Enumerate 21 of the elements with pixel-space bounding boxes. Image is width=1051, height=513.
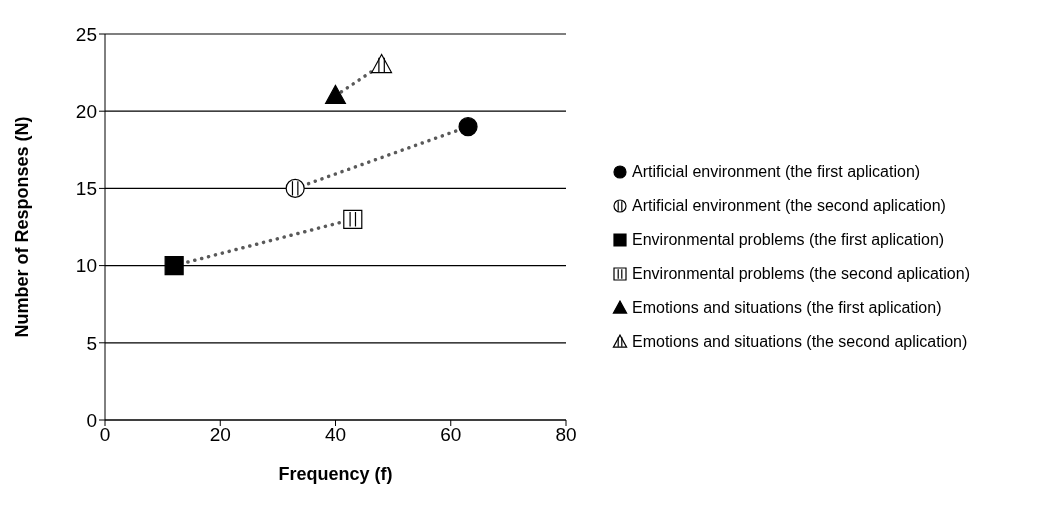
y-tick-label: 10	[75, 255, 97, 277]
legend-label: Artificial environment (the second aplication)	[632, 196, 946, 215]
point	[325, 84, 346, 105]
legend-label: Emotions and situations (the first aplication)	[632, 298, 942, 317]
y-tick-label: 25	[75, 23, 97, 45]
y-tick-label: 5	[86, 332, 97, 354]
x-tick-label: 20	[209, 424, 231, 446]
y-tick-label: 0	[86, 409, 97, 431]
legend-label: Emotions and situations (the second aplication)	[632, 332, 968, 351]
y-tick-label: 15	[75, 178, 97, 200]
legend-label: Environmental problems (the second aplication)	[632, 264, 970, 283]
y-tick-label: 20	[75, 100, 97, 122]
point	[458, 117, 478, 137]
x-tick-label: 80	[555, 424, 577, 446]
legend-label: Artificial environment (the first aplication)	[632, 162, 921, 181]
x-tick-label: 60	[440, 424, 462, 446]
point	[164, 256, 184, 276]
legend-label: Environmental problems (the first aplication)	[632, 230, 945, 249]
y-axis-title: Number of Responses (N)	[12, 116, 33, 338]
x-axis-title: Frequency (f)	[278, 464, 393, 484]
x-tick-label: 40	[324, 424, 347, 446]
